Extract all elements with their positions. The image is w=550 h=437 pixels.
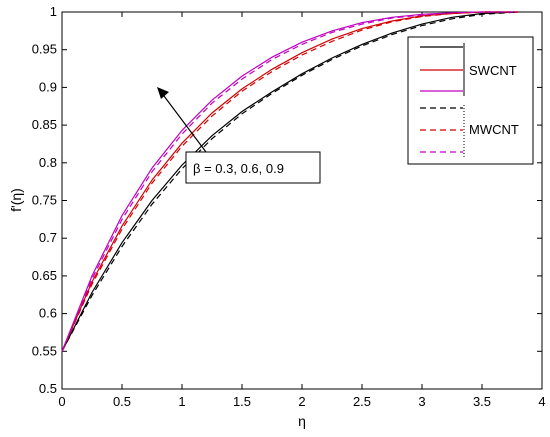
x-tick-label: 0.5 xyxy=(113,394,131,409)
legend-box xyxy=(407,36,534,165)
y-tick-label: 0.65 xyxy=(32,268,57,283)
y-tick-label: 0.95 xyxy=(32,42,57,57)
series-line-6 xyxy=(61,11,518,352)
y-tick-label: 0.75 xyxy=(32,193,57,208)
y-tick-label: 0.9 xyxy=(39,79,57,94)
x-tick-label: 4 xyxy=(538,394,545,409)
series-line-1 xyxy=(61,11,519,352)
x-axis-label: η xyxy=(298,413,306,429)
x-tick-label: 3.5 xyxy=(473,394,491,409)
x-tick-label: 2.5 xyxy=(353,394,371,409)
y-tick-label: 0.55 xyxy=(32,343,57,358)
y-tick-label: 1 xyxy=(50,4,57,19)
x-tick-label: 1 xyxy=(178,394,185,409)
annotation-arrow-head xyxy=(157,87,169,99)
y-axis-label: f'(η) xyxy=(8,188,24,212)
legend-label-swcnt: SWCNT xyxy=(469,63,517,78)
series-line-5 xyxy=(61,11,518,352)
y-tick-label: 0.5 xyxy=(39,381,57,396)
series-line-4 xyxy=(61,11,519,352)
y-tick-label: 0.85 xyxy=(32,117,57,132)
series-layer xyxy=(61,11,519,352)
y-tick-label: 0.7 xyxy=(39,230,57,245)
y-tick-label: 0.8 xyxy=(39,155,57,170)
x-tick-label: 0 xyxy=(58,394,65,409)
annotation-arrow-line xyxy=(163,95,207,153)
axis-ticks: 0 0.5 1 1.5 2 2.5 3 3.5 40.50.550.60.650.70.750.… xyxy=(32,4,546,409)
y-tick-label: 0.6 xyxy=(39,306,57,321)
series-line-3 xyxy=(61,11,518,352)
legend-lines xyxy=(420,46,463,153)
legend-label-mwcnt: MWCNT xyxy=(469,122,519,137)
annotation-box xyxy=(185,151,321,184)
x-tick-label: 2 xyxy=(298,394,305,409)
annotation-text: β = 0.3, 0.6, 0.9 xyxy=(193,161,284,176)
x-tick-label: 3 xyxy=(418,394,425,409)
x-tick-label: 1.5 xyxy=(233,394,251,409)
